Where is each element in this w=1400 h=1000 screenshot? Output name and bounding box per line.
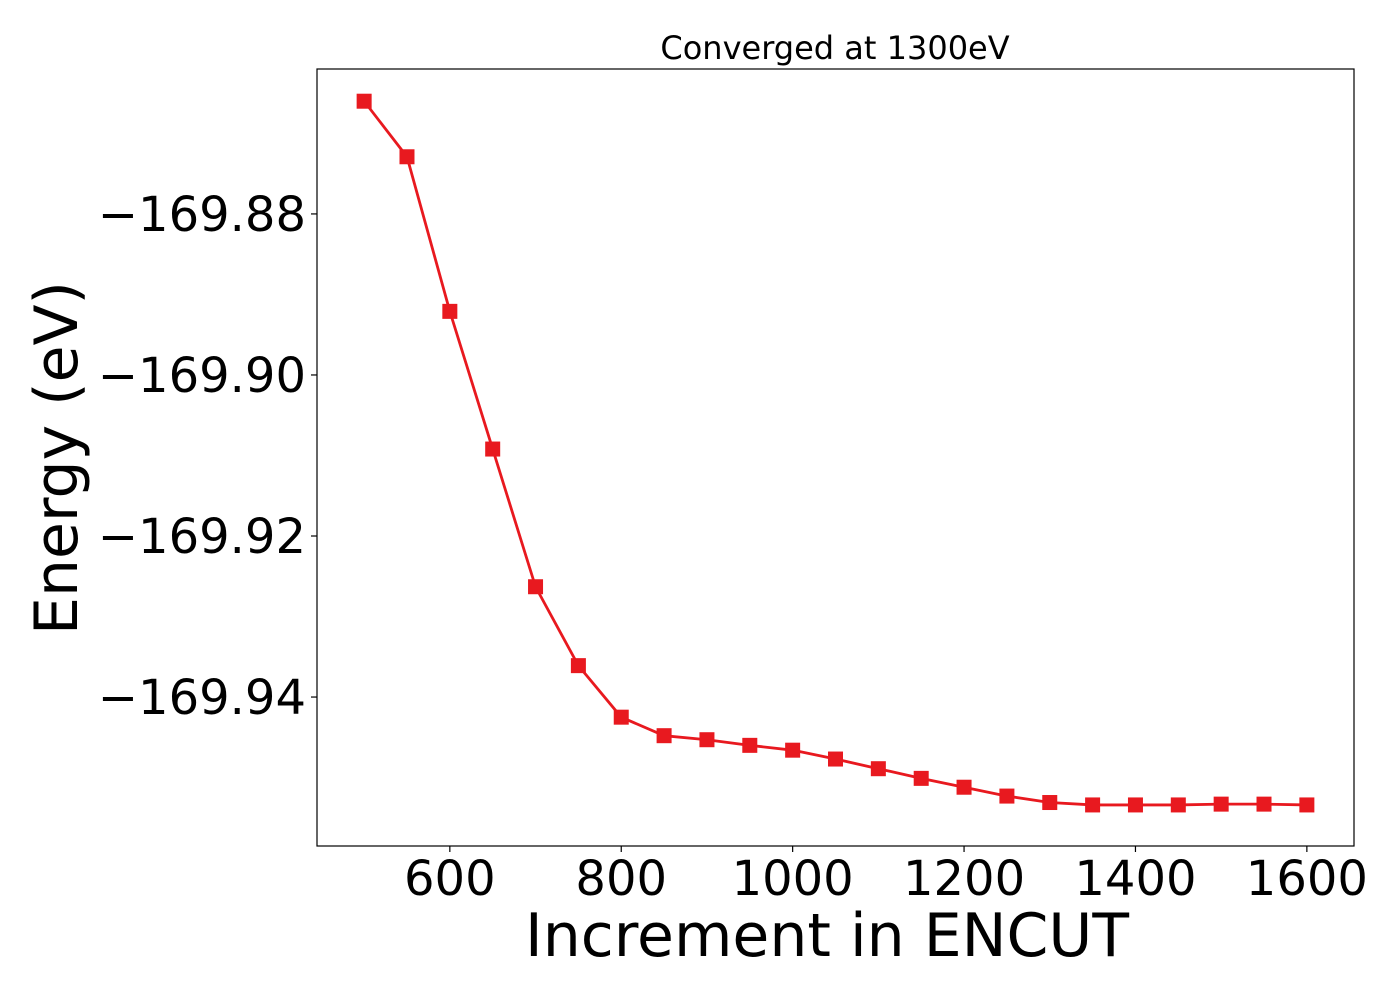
x-tick-label: 1200: [903, 851, 1025, 907]
y-axis: −169.88 −169.90 −169.92 −169.94: [98, 187, 317, 726]
data-point: [828, 751, 843, 767]
data-point: [1042, 795, 1058, 811]
y-axis-label: Energy (eV): [22, 281, 92, 635]
chart-title: Converged at 1300eV: [660, 29, 1009, 67]
y-tick-label: −169.88: [98, 187, 306, 243]
data-point: [699, 732, 715, 748]
data-point: [399, 149, 415, 165]
data-point: [785, 742, 801, 758]
data-point: [485, 441, 501, 457]
data-point: [613, 709, 629, 725]
plot-frame: [316, 68, 1355, 847]
data-point: [1256, 796, 1272, 812]
data-point: [956, 779, 972, 795]
data-point: [1299, 797, 1315, 813]
x-tick-label: 1000: [732, 851, 854, 907]
data-point: [742, 737, 758, 753]
data-point: [913, 770, 929, 786]
y-tick-label: −169.92: [98, 509, 306, 565]
data-point: [1170, 797, 1186, 813]
data-point: [356, 93, 372, 109]
x-tick-label: 600: [404, 851, 496, 907]
series-layer: [356, 93, 1315, 813]
data-point: [570, 658, 586, 674]
y-tick-label: −169.90: [98, 348, 306, 404]
data-point: [656, 728, 672, 744]
x-tick-label: 800: [575, 851, 667, 907]
x-axis-label: Increment in ENCUT: [525, 901, 1129, 971]
data-point: [1213, 796, 1229, 812]
data-point: [528, 579, 544, 595]
x-tick-label: 1400: [1074, 851, 1196, 907]
y-tick-label: −169.94: [98, 670, 306, 726]
data-point: [870, 761, 886, 777]
x-axis: 600 800 1000 1200 1400 1600: [404, 846, 1368, 907]
data-point: [1127, 797, 1143, 813]
x-tick-label: 1600: [1246, 851, 1368, 907]
data-point: [1085, 797, 1101, 813]
data-point: [999, 788, 1015, 804]
data-point: [442, 303, 458, 319]
